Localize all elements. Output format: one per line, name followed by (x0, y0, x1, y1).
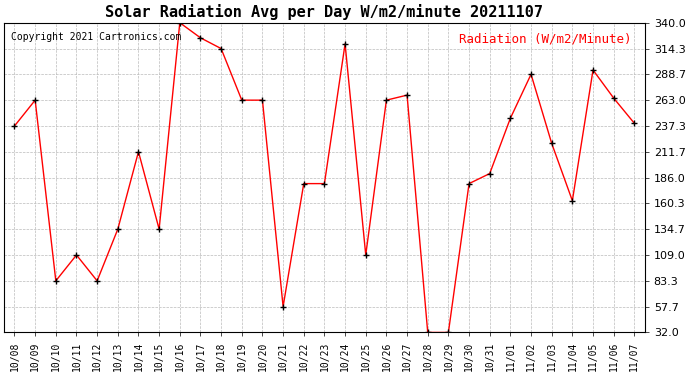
Text: Radiation (W/m2/Minute): Radiation (W/m2/Minute) (460, 32, 632, 45)
Text: Copyright 2021 Cartronics.com: Copyright 2021 Cartronics.com (10, 32, 181, 42)
Title: Solar Radiation Avg per Day W/m2/minute 20211107: Solar Radiation Avg per Day W/m2/minute … (106, 4, 544, 20)
